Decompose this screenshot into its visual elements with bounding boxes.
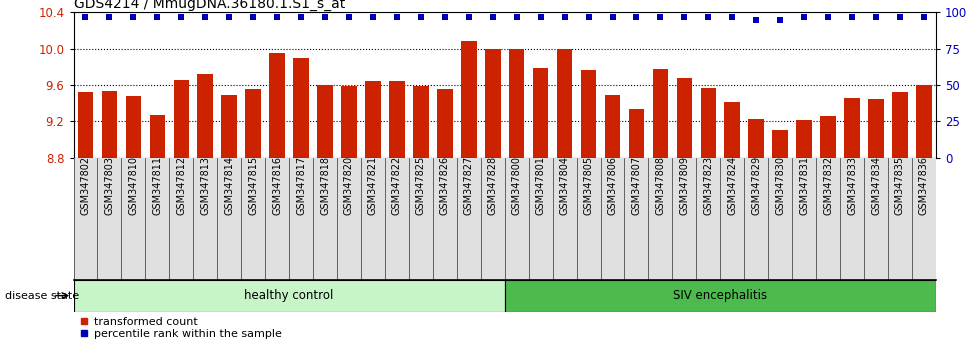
Text: disease state: disease state [5,291,79,301]
Bar [389,81,405,158]
Bar [270,53,285,158]
Bar [701,88,716,158]
Bar [724,102,740,158]
Bar [892,92,907,158]
Bar [772,130,788,158]
Bar [437,88,453,158]
Text: GDS4214 / MmugDNA.36180.1.S1_s_at: GDS4214 / MmugDNA.36180.1.S1_s_at [74,0,345,11]
Bar [413,86,428,158]
Text: SIV encephalitis: SIV encephalitis [673,289,767,302]
Bar [628,109,644,158]
Bar [461,41,476,158]
Bar [125,96,141,158]
Bar [605,95,620,158]
Bar [820,116,836,158]
Bar [533,68,549,158]
Bar [581,70,596,158]
Bar [505,280,936,312]
Bar [366,81,380,158]
Bar [797,120,811,158]
Bar [509,49,524,158]
Bar [868,98,884,158]
Bar [341,86,357,158]
Bar [844,98,859,158]
Legend: transformed count, percentile rank within the sample: transformed count, percentile rank withi… [79,317,281,339]
Bar [150,115,165,158]
Bar [293,58,309,158]
Bar [102,91,118,158]
Bar [676,78,692,158]
Bar [77,92,93,158]
Text: healthy control: healthy control [244,289,334,302]
Bar [245,90,261,158]
Bar [173,80,189,158]
Bar [485,49,501,158]
Bar [749,119,764,158]
Bar [197,74,213,158]
Bar [318,85,333,158]
Bar [221,95,237,158]
Bar [653,69,668,158]
Bar [916,85,932,158]
Bar [74,280,505,312]
Bar [557,49,572,158]
